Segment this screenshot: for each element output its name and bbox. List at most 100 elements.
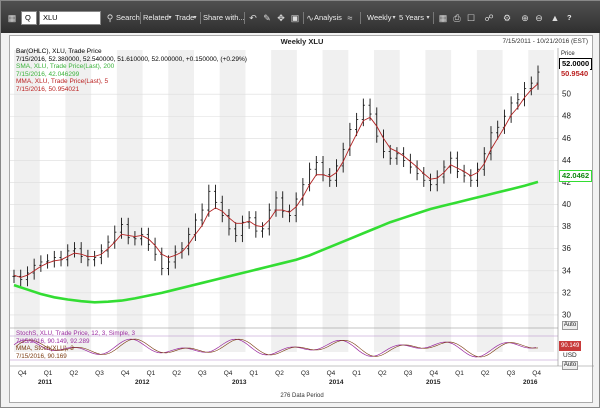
ohlc-bar: [408, 153, 412, 174]
ohlc-bar: [19, 269, 23, 287]
ohlc-bar: [140, 227, 144, 246]
link-icon[interactable]: ☍: [484, 13, 494, 23]
analysis-icon: ∿: [306, 13, 314, 23]
x-quarter-label: Q3: [198, 370, 207, 377]
x-quarter-label: Q2: [69, 370, 78, 377]
x-quarter-label: Q4: [532, 370, 541, 377]
price-chart[interactable]: 50 48 46 44 42 40 38 36 34 32 30 Q4 Q1 Q2 Q3 Q4 Q1 Q2 Q3 Q…: [10, 36, 594, 392]
ohlc-bar: [348, 122, 352, 156]
ohlc-bar: [254, 211, 258, 238]
quarter-band: [476, 50, 503, 352]
ohlc-bar: [193, 213, 197, 241]
ohlc-bar: [39, 255, 43, 272]
ohlc-bar: [489, 126, 493, 161]
y-tick-label: 32: [562, 288, 571, 297]
draw-tool-icon[interactable]: ✎: [263, 13, 271, 23]
search-icon[interactable]: ⚲: [106, 13, 114, 23]
ohlc-bar: [220, 195, 224, 223]
ohlc-bar: [415, 160, 419, 181]
ohlc-bar: [260, 222, 265, 238]
x-quarter-label: Q1: [147, 370, 156, 377]
x-quarter-label: Q2: [275, 370, 284, 377]
ohlc-bar: [482, 147, 486, 176]
sma-line: [13, 180, 539, 304]
search-button[interactable]: Search: [116, 13, 140, 22]
x-quarter-label: Q3: [95, 370, 104, 377]
x-quarter-label: Q4: [327, 370, 336, 377]
ohlc-bar: [133, 231, 137, 246]
analysis-menu[interactable]: Analysis: [314, 13, 342, 22]
trade-menu[interactable]: Trade: [175, 13, 195, 22]
x-quarter-label: Q4: [429, 370, 438, 377]
save-icon[interactable]: ☐: [466, 13, 476, 23]
quarter-band: [116, 50, 143, 352]
x-quarter-label: Q4: [18, 370, 27, 377]
ohlc-bar: [52, 250, 56, 268]
settings-icon[interactable]: ⚙: [502, 13, 512, 23]
symbol-input[interactable]: XLU: [39, 11, 101, 25]
auto-scale-button[interactable]: Auto: [562, 321, 578, 330]
alert-icon[interactable]: ▲: [550, 13, 560, 23]
symbol-prefix: Q: [25, 13, 31, 22]
legend-line: 7/15/2016, 52.380000, 52.540000, 51.6100…: [16, 55, 247, 63]
back-arrow-icon[interactable]: ↶: [249, 13, 257, 23]
x-quarter-label: Q4: [121, 370, 130, 377]
legend-line: 7/15/2016, 50.954021: [16, 85, 80, 93]
x-quarter-label: Q2: [172, 370, 181, 377]
interval-select[interactable]: Weekly: [367, 13, 392, 22]
ohlc-bar: [428, 173, 433, 192]
ohlc-bar: [328, 168, 332, 187]
x-year-label: 2011: [38, 379, 52, 386]
help-button[interactable]: ?: [567, 13, 572, 22]
studies-icon[interactable]: ≈: [347, 13, 353, 23]
legend-line: StochS, XLU, Trade Price, 12, 3, Simple,…: [16, 330, 135, 337]
ohlc-bar: [475, 162, 480, 187]
x-year-label: 2012: [135, 379, 150, 386]
x-quarter-label: Q2: [481, 370, 490, 377]
range-select[interactable]: 5 Years: [399, 13, 425, 22]
pan-icon[interactable]: ✥: [277, 13, 285, 23]
y-tick-label: 38: [562, 222, 571, 231]
zoom-in-icon[interactable]: ⊕: [521, 13, 529, 23]
ohlc-bar: [314, 155, 318, 176]
x-quarter-label: Q3: [404, 370, 413, 377]
zoom-icon[interactable]: ▣: [290, 13, 300, 23]
ohlc-bar: [106, 235, 110, 258]
y-tick-label: 46: [562, 134, 571, 143]
symbol-type-select[interactable]: Q: [21, 11, 37, 25]
zoom-out-icon[interactable]: ⊖: [535, 13, 543, 23]
chart-legend: Bar(OHLC), XLU, Trade Price 7/15/2016, 5…: [16, 48, 247, 94]
chart-title: Weekly XLU: [280, 37, 324, 46]
calendar-icon[interactable]: ▦: [438, 13, 448, 23]
ohlc-bar: [355, 112, 359, 137]
quarter-band: [14, 50, 40, 352]
grid-menu-icon[interactable]: ▦: [7, 13, 17, 23]
ohlc-bar: [341, 142, 345, 173]
ohlc-bar: [79, 242, 83, 264]
ohlc-bar: [113, 225, 117, 249]
quarter-band: [65, 50, 92, 352]
ohlc-bar: [455, 151, 459, 179]
print-icon[interactable]: ⎙: [453, 13, 461, 23]
ohlc-bar: [529, 76, 533, 96]
ohlc-bar: [287, 204, 292, 223]
y-tick-label: 30: [562, 310, 571, 319]
auto-scale-button[interactable]: Auto: [562, 361, 578, 370]
ohlc-bar: [32, 258, 36, 280]
y-tick-label: 34: [562, 266, 571, 275]
ohlc-bar: [402, 147, 406, 168]
x-year-label: 2014: [329, 379, 344, 386]
quarter-band: [322, 50, 349, 352]
share-menu[interactable]: Share with...: [203, 13, 245, 22]
sma-value-tag: 42.0462: [559, 170, 593, 182]
ohlc-bar: [502, 109, 507, 134]
related-menu[interactable]: Related: [143, 13, 169, 22]
separator: [244, 12, 245, 24]
ohlc-bar: [207, 184, 211, 217]
data-period-label: 276 Data Period: [280, 393, 324, 399]
ohlc-bar: [25, 266, 30, 287]
quarter-band: [374, 50, 400, 352]
ohlc-bar: [334, 159, 339, 187]
ohlc-bar: [200, 203, 204, 227]
toolbar: ▦ Q XLU ⚲ Search Related ▾ Trade ▾ Share…: [1, 1, 600, 33]
